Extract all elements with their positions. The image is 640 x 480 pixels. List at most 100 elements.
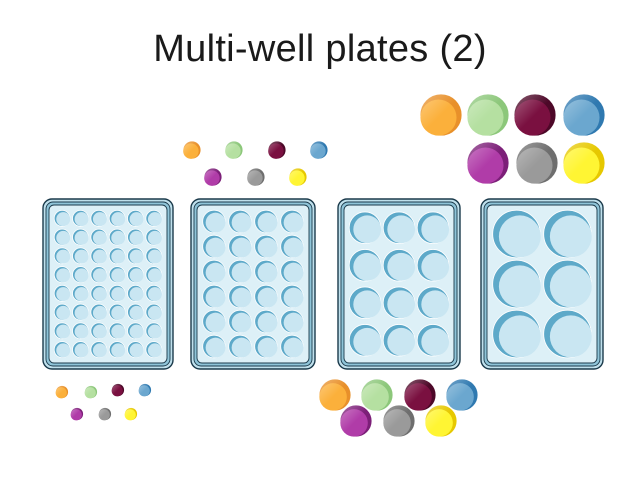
- well: [280, 334, 304, 359]
- well: [202, 309, 226, 334]
- well: [90, 322, 108, 340]
- well: [280, 259, 304, 284]
- well: [145, 285, 163, 302]
- plate-48-well: [42, 198, 174, 370]
- color-dot-light-green: [224, 140, 244, 160]
- well: [202, 209, 226, 234]
- well: [72, 285, 89, 302]
- well: [72, 303, 89, 321]
- color-dot-yellow: [124, 407, 138, 421]
- well: [543, 259, 592, 309]
- well: [382, 211, 416, 244]
- well: [108, 285, 126, 302]
- well: [492, 309, 541, 359]
- well: [127, 341, 144, 358]
- color-dot-yellow: [562, 141, 606, 185]
- well: [145, 303, 163, 321]
- well: [228, 259, 252, 284]
- color-dot-group: [55, 383, 152, 421]
- well: [382, 286, 416, 319]
- well: [348, 286, 382, 319]
- well: [280, 284, 304, 309]
- well: [145, 210, 163, 227]
- color-dot-group: [318, 378, 479, 438]
- well: [543, 209, 592, 259]
- well: [228, 234, 252, 259]
- color-dot-yellow: [424, 404, 458, 438]
- well: [416, 286, 450, 319]
- well: [72, 210, 89, 227]
- well: [72, 341, 89, 358]
- well: [90, 303, 108, 321]
- well: [280, 234, 304, 259]
- well: [108, 247, 126, 265]
- well: [202, 259, 226, 284]
- color-dot-gray: [382, 404, 416, 438]
- plate-12-well: [337, 198, 461, 370]
- well: [108, 228, 126, 246]
- well: [53, 228, 71, 246]
- plate-6-well: [480, 198, 604, 370]
- color-dot-maroon: [111, 383, 125, 397]
- color-dot-magenta: [70, 407, 84, 421]
- well: [72, 247, 89, 265]
- color-dot-blue: [309, 140, 329, 160]
- well: [254, 234, 278, 259]
- well: [90, 247, 108, 265]
- well: [90, 285, 108, 302]
- well: [127, 322, 144, 340]
- well: [53, 266, 71, 283]
- color-dot-gray: [98, 407, 112, 421]
- well: [348, 211, 382, 244]
- well: [145, 228, 163, 246]
- well: [127, 210, 144, 227]
- well: [127, 303, 144, 321]
- well: [254, 284, 278, 309]
- well: [492, 209, 541, 259]
- well: [280, 209, 304, 234]
- well: [202, 334, 226, 359]
- well: [228, 284, 252, 309]
- color-dot-maroon: [267, 140, 287, 160]
- well: [145, 322, 163, 340]
- well: [72, 266, 89, 283]
- color-dot-magenta: [339, 404, 373, 438]
- color-dot-light-green: [466, 93, 510, 137]
- well: [108, 322, 126, 340]
- color-dot-orange: [419, 93, 463, 137]
- well: [543, 309, 592, 359]
- well: [53, 341, 71, 358]
- color-dot-blue: [562, 93, 606, 137]
- well: [202, 234, 226, 259]
- well: [53, 247, 71, 265]
- color-dot-magenta: [203, 167, 223, 187]
- plate-floor: [48, 204, 168, 364]
- well: [53, 303, 71, 321]
- well: [127, 247, 144, 265]
- color-dot-maroon: [513, 93, 557, 137]
- well: [254, 309, 278, 334]
- color-dot-orange: [55, 385, 69, 399]
- color-dot-yellow: [288, 167, 308, 187]
- plate-floor: [343, 204, 455, 364]
- well: [202, 284, 226, 309]
- well: [254, 259, 278, 284]
- slide-title: Multi-well plates (2): [153, 28, 487, 70]
- well: [90, 341, 108, 358]
- plates-layer: [42, 198, 604, 370]
- well: [416, 249, 450, 282]
- color-dot-group: [182, 140, 329, 187]
- color-dot-gray: [246, 167, 266, 187]
- well: [254, 334, 278, 359]
- well: [145, 247, 163, 265]
- well: [228, 334, 252, 359]
- color-dot-blue: [138, 383, 152, 397]
- well: [90, 228, 108, 246]
- well: [416, 211, 450, 244]
- well: [108, 341, 126, 358]
- color-dots-layer: [55, 93, 606, 438]
- well: [228, 209, 252, 234]
- well: [348, 249, 382, 282]
- color-dot-maroon: [403, 378, 437, 412]
